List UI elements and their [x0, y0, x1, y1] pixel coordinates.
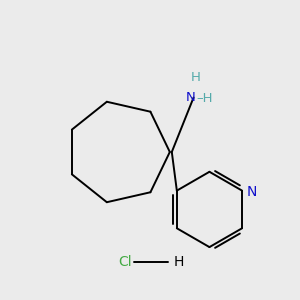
Text: H: H — [174, 255, 184, 269]
Text: N: N — [247, 184, 257, 199]
Text: H: H — [190, 70, 200, 84]
Text: Cl: Cl — [118, 255, 132, 269]
Text: –H: –H — [196, 92, 213, 105]
Text: N: N — [186, 91, 196, 104]
